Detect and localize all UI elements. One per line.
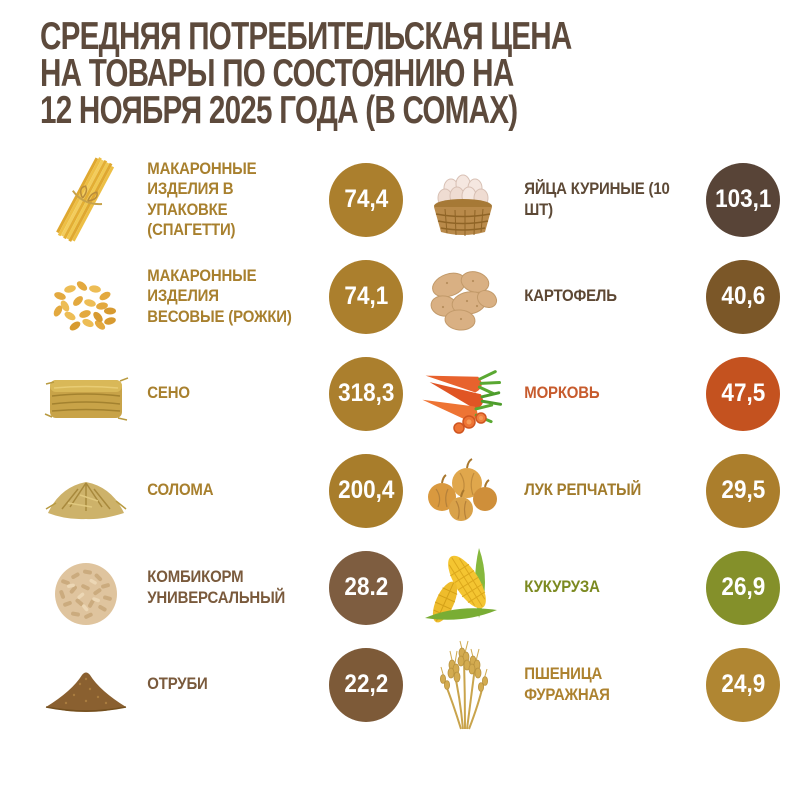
price-value: 200,4 [337, 476, 395, 504]
item-label: СЕНО [147, 383, 190, 403]
left-column: МАКАРОННЫЕ ИЗДЕЛИЯ В УПАКОВКЕ (СПАГЕТТИ)… [40, 151, 409, 733]
title-line-1: СРЕДНЯЯ ПОТРЕБИТЕЛЬСКАЯ ЦЕНА [40, 15, 572, 58]
eggs-basket-image [417, 154, 509, 246]
item-label: КАРТОФЕЛЬ [524, 286, 617, 306]
hay-bale-image [40, 348, 132, 440]
price-value: 22,2 [344, 670, 388, 698]
feed-pellets-image [40, 542, 132, 634]
item-label: МАКАРОННЫЕ ИЗДЕЛИЯ В УПАКОВКЕ (СПАГЕТТИ) [147, 159, 257, 239]
item-corn: КУКУРУЗА 26,9 [417, 539, 786, 636]
price-value: 47,5 [721, 379, 765, 407]
straw-pile-image [40, 445, 132, 537]
price-value: 318,3 [337, 379, 395, 407]
price-badge: 28.2 [329, 550, 403, 625]
item-label: ЯЙЦА КУРИНЫЕ (10 ШТ) [524, 179, 670, 219]
item-label: КУКУРУЗА [524, 577, 600, 597]
price-value: 28.2 [344, 573, 388, 601]
item-label: ПШЕНИЦА ФУРАЖНАЯ [524, 664, 610, 704]
price-badge: 103,1 [706, 162, 780, 237]
item-label: МАКАРОННЫЕ ИЗДЕЛИЯ ВЕСОВЫЕ (РОЖКИ) [147, 266, 292, 326]
price-value: 24,9 [721, 670, 765, 698]
title-line-3: 12 НОЯБРЯ 2025 ГОДА (В СОМАХ) [40, 89, 518, 132]
item-wheat: ПШЕНИЦА ФУРАЖНАЯ 24,9 [417, 636, 786, 733]
carrots-image [417, 348, 509, 440]
item-label: ЛУК РЕПЧАТЫЙ [524, 480, 642, 500]
price-badge: 318,3 [329, 356, 403, 431]
price-badge: 74,4 [329, 162, 403, 237]
wheat-image [417, 639, 509, 731]
price-value: 74,4 [344, 185, 388, 213]
spaghetti-image [40, 154, 132, 246]
item-feed: КОМБИКОРМ УНИВЕРСАЛЬНЫЙ 28.2 [40, 539, 409, 636]
price-value: 74,1 [344, 282, 388, 310]
item-eggs: ЯЙЦА КУРИНЫЕ (10 ШТ) 103,1 [417, 151, 786, 248]
price-value: 29,5 [721, 476, 765, 504]
item-spaghetti: МАКАРОННЫЕ ИЗДЕЛИЯ В УПАКОВКЕ (СПАГЕТТИ)… [40, 151, 409, 248]
price-badge: 24,9 [706, 647, 780, 722]
price-value: 103,1 [714, 185, 772, 213]
price-value: 26,9 [721, 573, 765, 601]
pasta-rozhki-image [40, 251, 132, 343]
item-potatoes: КАРТОФЕЛЬ 40,6 [417, 248, 786, 345]
price-badge: 47,5 [706, 356, 780, 431]
item-label: КОМБИКОРМ УНИВЕРСАЛЬНЫЙ [147, 567, 286, 607]
price-badge: 200,4 [329, 453, 403, 528]
page-title: СРЕДНЯЯ ПОТРЕБИТЕЛЬСКАЯ ЦЕНА НА ТОВАРЫ П… [40, 15, 786, 132]
price-grid: МАКАРОННЫЕ ИЗДЕЛИЯ В УПАКОВКЕ (СПАГЕТТИ)… [40, 151, 786, 733]
item-label: МОРКОВЬ [524, 383, 600, 403]
item-carrots: МОРКОВЬ 47,5 [417, 345, 786, 442]
corn-image [417, 542, 509, 634]
price-value: 40,6 [721, 282, 765, 310]
item-label: ОТРУБИ [147, 674, 208, 694]
item-bran: ОТРУБИ 22,2 [40, 636, 409, 733]
title-line-2: НА ТОВАРЫ ПО СОСТОЯНИЮ НА [40, 52, 514, 95]
price-badge: 74,1 [329, 259, 403, 334]
price-badge: 26,9 [706, 550, 780, 625]
item-label: СОЛОМА [147, 480, 214, 500]
price-badge: 40,6 [706, 259, 780, 334]
item-straw: СОЛОМА 200,4 [40, 442, 409, 539]
right-column: ЯЙЦА КУРИНЫЕ (10 ШТ) 103,1 [417, 151, 786, 733]
potatoes-image [417, 251, 509, 343]
item-onions: ЛУК РЕПЧАТЫЙ 29,5 [417, 442, 786, 539]
onions-image [417, 445, 509, 537]
price-badge: 22,2 [329, 647, 403, 722]
item-pasta-rozhki: МАКАРОННЫЕ ИЗДЕЛИЯ ВЕСОВЫЕ (РОЖКИ) 74,1 [40, 248, 409, 345]
price-badge: 29,5 [706, 453, 780, 528]
bran-pile-image [40, 639, 132, 731]
item-hay: СЕНО 318,3 [40, 345, 409, 442]
